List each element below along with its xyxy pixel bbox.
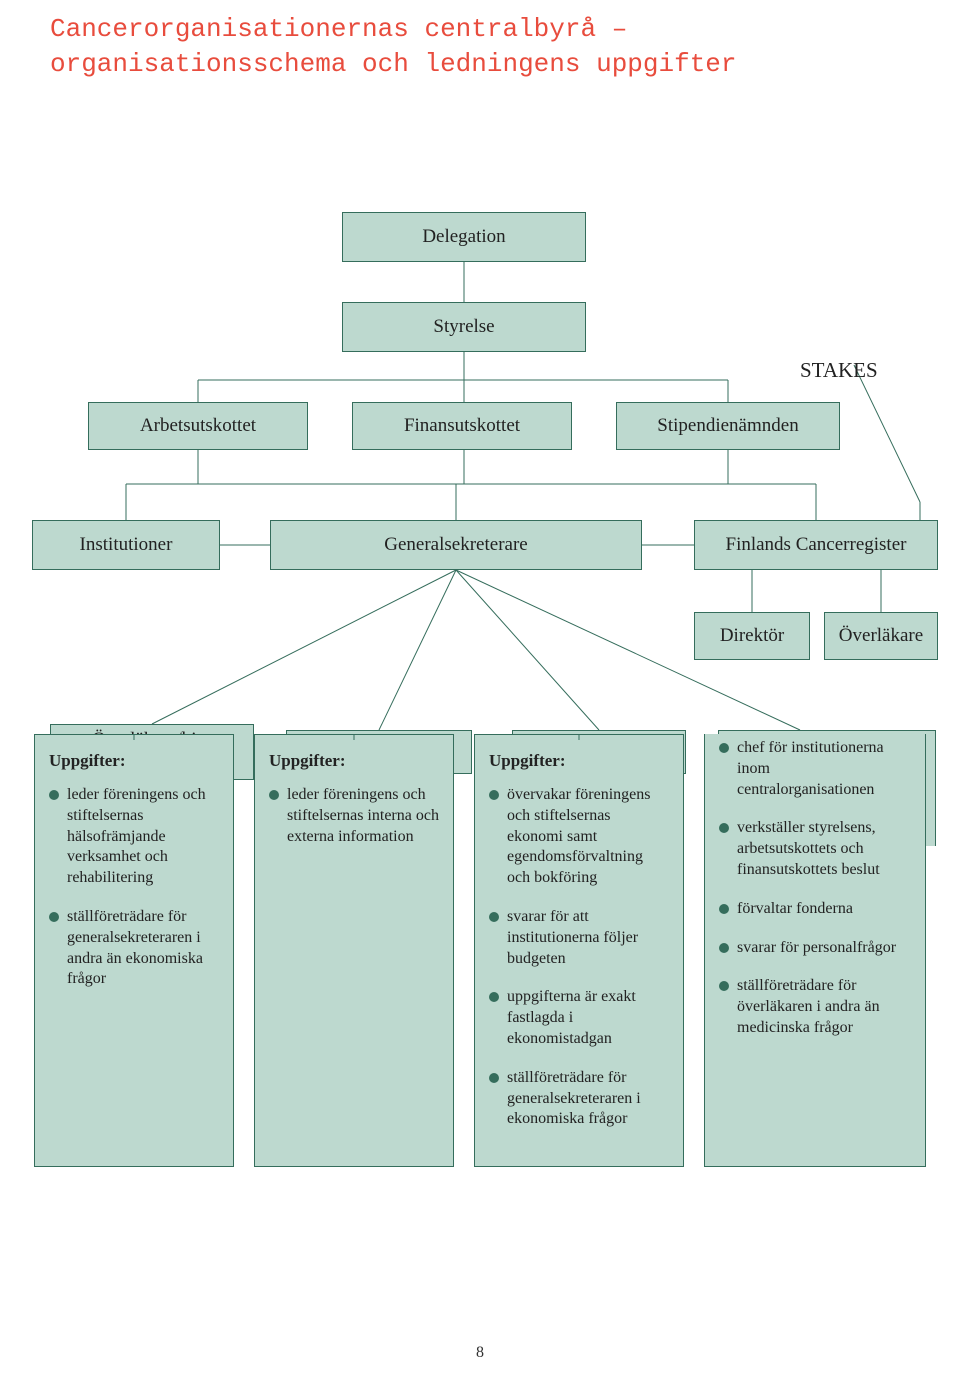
page-number: 8 [0,1344,960,1362]
node-generalsek: Generalsekreterare [270,520,642,570]
task-item: leder föreningens och stiftelsernas inte… [269,785,439,847]
org-chart: STAKES Delegation Styrelse Arbetsutskottet… [0,112,960,752]
task-item: svarar för att institutionerna följer bu… [489,907,669,969]
task-item: ställföreträdare för generalsekreteraren… [49,907,219,990]
task-box-generalsekreterare: chef för institutionerna inom centralorg… [704,734,926,1167]
task-item: övervakar föreningens och stiftelsernas … [489,785,669,889]
node-institutioner: Institutioner [32,520,220,570]
task-item: verkställer styrelsens, arbetsutskottets… [719,818,911,880]
task-item: ställföreträdare för överläkaren i andra… [719,976,911,1038]
task-list: chef för institutionerna inom centralorg… [719,738,911,1039]
node-styrelse: Styrelse [342,302,586,352]
task-heading: Uppgifter: [269,751,439,771]
task-heading: Uppgifter: [489,751,669,771]
node-cancerregister: Finlands Cancerregister [694,520,938,570]
task-list: leder föreningens och stiftelsernas häls… [49,785,219,990]
node-finans: Finansutskottet [352,402,572,450]
task-item: chef för institutionerna inom centralorg… [719,738,911,800]
task-item: förvaltar fonderna [719,899,911,920]
node-direktor: Direktör [694,612,810,660]
page-title: Cancerorganisationernas centralbyrå – or… [0,0,960,112]
node-arbets: Arbetsutskottet [88,402,308,450]
task-item: uppgifterna är exakt fastlagda i ekonomi… [489,987,669,1049]
task-list: övervakar föreningens och stiftelsernas … [489,785,669,1130]
task-heading: Uppgifter: [49,751,219,771]
task-box-overlakare-bitr: Uppgifter: leder föreningens och stiftels… [34,734,234,1167]
task-box-informationschef: Uppgifter: leder föreningens och stiftels… [254,734,454,1167]
task-item: ställföreträdare för generalsekreteraren… [489,1068,669,1130]
node-stipendie: Stipendienämnden [616,402,840,450]
task-item: leder föreningens och stiftelsernas häls… [49,785,219,889]
tasks-row: Uppgifter: leder föreningens och stiftels… [34,734,934,1167]
task-list: leder föreningens och stiftelsernas inte… [269,785,439,847]
node-delegation: Delegation [342,212,586,262]
task-item: svarar för personalfrågor [719,938,911,959]
stakes-label: STAKES [800,358,878,383]
node-overlakare: Överläkare [824,612,938,660]
task-box-ekonomichef: Uppgifter: övervakar föreningens och stif… [474,734,684,1167]
